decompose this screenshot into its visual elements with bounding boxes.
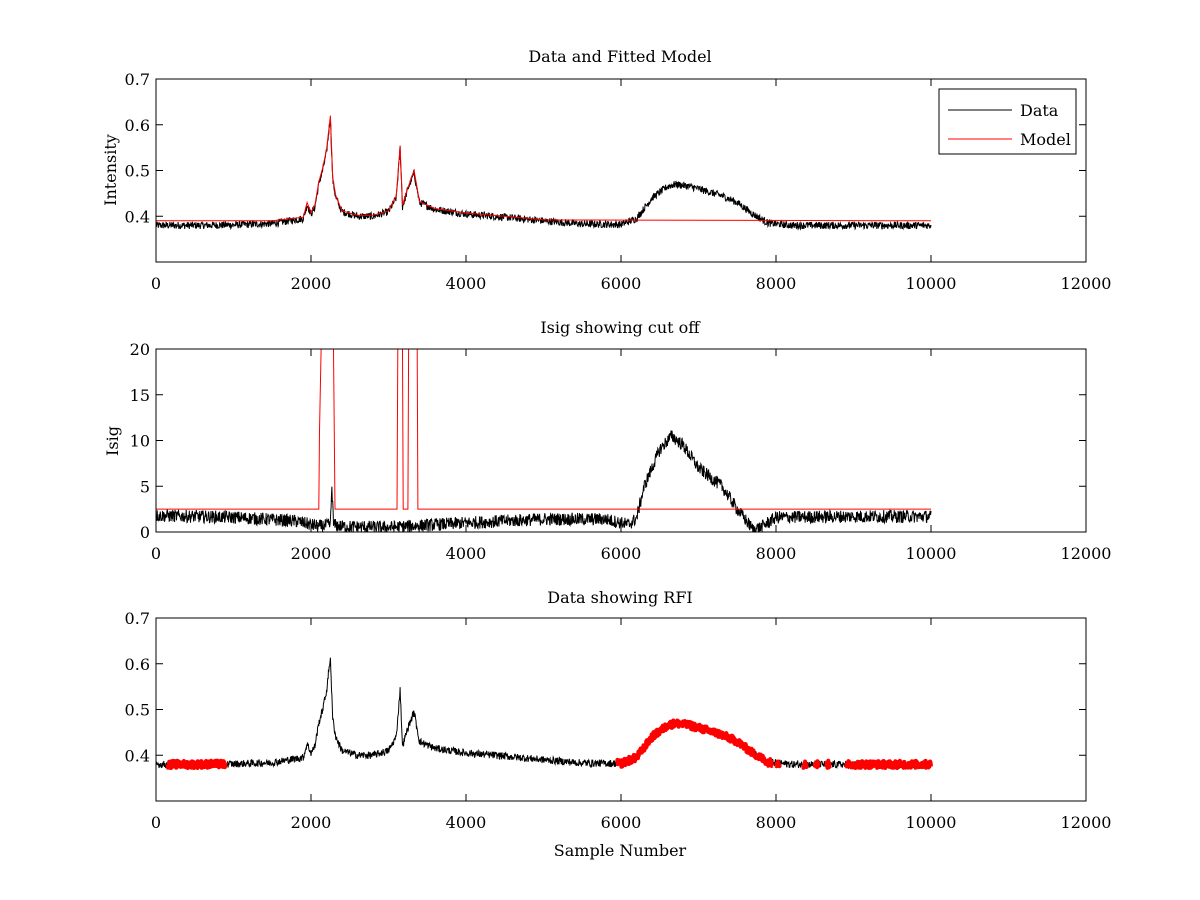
chart-title: Isig showing cut off: [540, 318, 701, 337]
series-rfi-segment: [774, 759, 782, 769]
y-tick-label: 15: [130, 386, 150, 405]
y-tick-label: 0.4: [125, 746, 150, 765]
y-axis-label: Intensity: [101, 134, 120, 206]
series-line-isig: [156, 430, 932, 532]
y-tick-label: 0.5: [125, 162, 150, 181]
subplot-data-and-fitted-model: Data and Fitted Model Intensity 0 2000 400…: [101, 47, 1111, 293]
x-tick-label: 12000: [1061, 274, 1112, 293]
series-rfi-segment: [801, 759, 809, 770]
x-tick-label: 2000: [291, 544, 332, 563]
legend: Data Model: [938, 88, 1077, 155]
series-line-model: [156, 115, 932, 222]
x-tick-label: 0: [151, 813, 161, 832]
series-line-data: [156, 120, 932, 231]
x-tick-label: 0: [151, 274, 161, 293]
plot-frame: [155, 78, 1087, 263]
x-tick-label: 0: [151, 544, 161, 563]
x-tick-label: 10000: [906, 544, 957, 563]
y-tick-label: 0: [140, 523, 150, 542]
x-tick-label: 4000: [446, 274, 487, 293]
x-tick-label: 6000: [601, 274, 642, 293]
series-rfi-segment: [824, 758, 832, 770]
x-tick-label: 12000: [1061, 544, 1112, 563]
y-tick-label: 0.5: [125, 701, 150, 720]
series-line-cut-off: [156, 349, 931, 510]
y-tick-label: 0.7: [125, 609, 150, 628]
series-rfi-segment: [615, 718, 774, 769]
x-tick-label: 6000: [601, 813, 642, 832]
x-tick-label: 8000: [756, 544, 797, 563]
plot-frame: [155, 348, 1087, 533]
series-rfi-segment: [165, 758, 228, 770]
x-tick-label: 4000: [446, 544, 487, 563]
x-tick-label: 2000: [291, 813, 332, 832]
subplot-isig-cut-off: Isig showing cut off Isig 0 2000 4000 6000 8…: [103, 318, 1111, 563]
series-line-data: [156, 657, 932, 770]
y-axis-label: Isig: [103, 426, 122, 456]
chart-title: Data and Fitted Model: [528, 47, 711, 66]
x-tick-label: 4000: [446, 813, 487, 832]
y-tick-label: 0.6: [125, 116, 150, 135]
x-tick-label: 10000: [906, 274, 957, 293]
legend-label-model: Model: [1020, 130, 1071, 149]
y-tick-label: 20: [130, 340, 150, 359]
subplot-data-showing-rfi: Data showing RFI Sample Number 0 2000 4000…: [125, 588, 1112, 860]
y-tick-label: 0.7: [125, 70, 150, 89]
y-tick-label: 10: [130, 432, 150, 451]
y-tick-label: 0.6: [125, 655, 150, 674]
x-tick-label: 12000: [1061, 813, 1112, 832]
series-rfi-segment: [843, 758, 933, 770]
y-tick-label: 0.4: [125, 207, 150, 226]
x-tick-label: 8000: [756, 274, 797, 293]
x-tick-label: 10000: [906, 813, 957, 832]
x-tick-label: 2000: [291, 274, 332, 293]
x-tick-label: 8000: [756, 813, 797, 832]
legend-box: [938, 88, 1077, 155]
x-axis-label: Sample Number: [554, 841, 687, 860]
x-tick-label: 6000: [601, 544, 642, 563]
chart-title: Data showing RFI: [547, 588, 692, 607]
y-tick-label: 5: [140, 477, 150, 496]
series-rfi-segment: [812, 759, 821, 770]
legend-label-data: Data: [1020, 101, 1059, 120]
plot-frame: [155, 617, 1087, 802]
